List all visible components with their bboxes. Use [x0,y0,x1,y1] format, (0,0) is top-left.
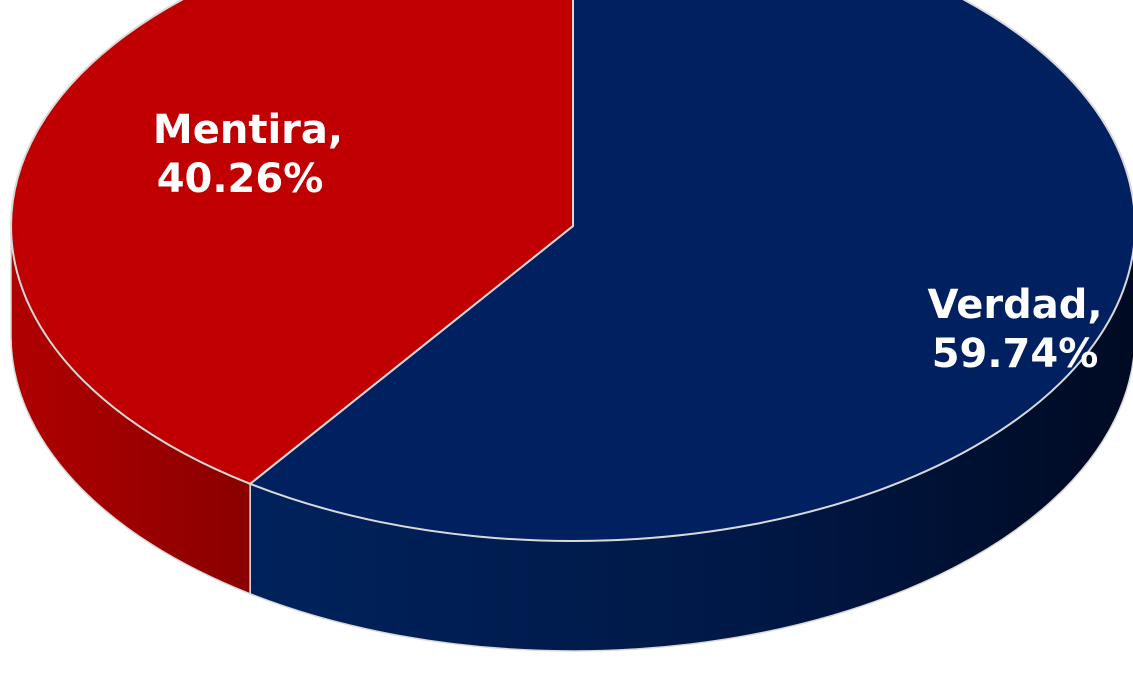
data-label-verdad-name: Verdad, [927,282,1102,328]
data-label-verdad-value: 59.74% [932,331,1099,377]
data-label-mentira-name: Mentira, [153,107,343,153]
slice-mentira [10,0,574,485]
data-label-mentira-value: 40.26% [157,156,324,202]
slice-verdad [248,0,1133,542]
